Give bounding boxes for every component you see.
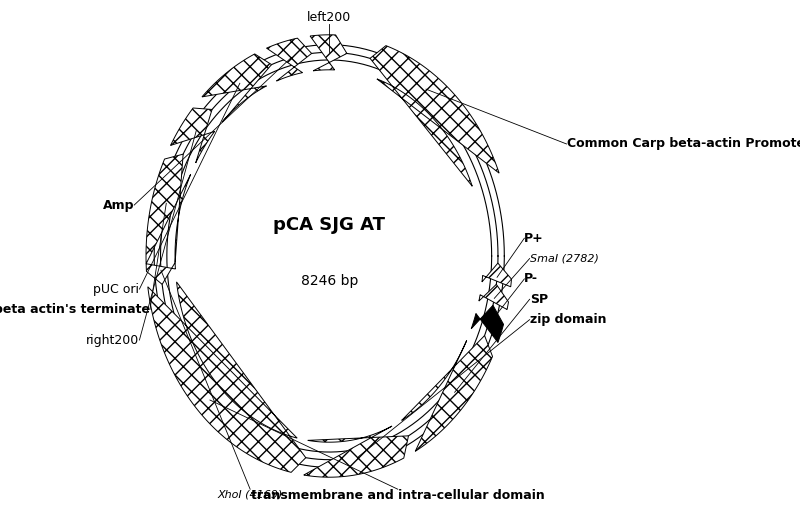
- Polygon shape: [402, 335, 493, 451]
- Text: SmaI (2782): SmaI (2782): [530, 253, 598, 264]
- Text: right200: right200: [86, 333, 139, 347]
- Polygon shape: [146, 263, 175, 284]
- Polygon shape: [202, 54, 271, 122]
- Text: pUC ori: pUC ori: [94, 283, 139, 295]
- Text: left200: left200: [307, 11, 351, 24]
- Text: XhoI (4169): XhoI (4169): [218, 489, 283, 499]
- Text: transmembrane and intra-cellular domain: transmembrane and intra-cellular domain: [251, 489, 545, 502]
- Polygon shape: [482, 263, 511, 287]
- Text: P+: P+: [524, 231, 544, 245]
- Polygon shape: [304, 426, 409, 477]
- Polygon shape: [146, 154, 190, 264]
- Polygon shape: [471, 305, 503, 343]
- Polygon shape: [370, 46, 499, 186]
- Text: beta actin's terminate: beta actin's terminate: [0, 303, 150, 316]
- Text: Common Carp beta-actin Promoter: Common Carp beta-actin Promoter: [566, 137, 800, 151]
- Text: SP: SP: [530, 293, 548, 306]
- Text: 8246 bp: 8246 bp: [301, 274, 358, 288]
- Polygon shape: [310, 35, 347, 71]
- Polygon shape: [148, 282, 306, 473]
- Text: P-: P-: [524, 272, 538, 285]
- Text: Amp: Amp: [102, 199, 134, 211]
- Text: zip domain: zip domain: [530, 313, 606, 326]
- Polygon shape: [479, 284, 509, 310]
- Text: pCA SJG AT: pCA SJG AT: [274, 217, 386, 234]
- Polygon shape: [266, 38, 312, 81]
- Polygon shape: [170, 108, 214, 163]
